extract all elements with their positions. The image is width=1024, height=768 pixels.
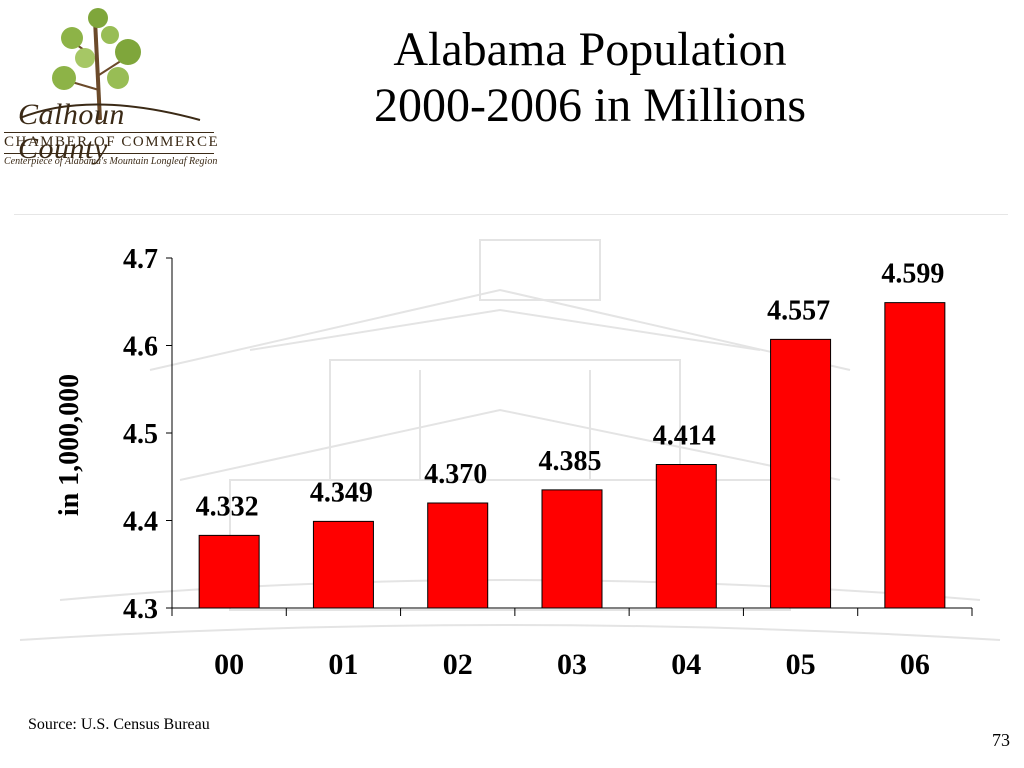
logo-org: CHAMBER OF COMMERCE <box>4 134 220 150</box>
bar-06 <box>884 302 946 609</box>
bar-01 <box>312 520 374 609</box>
data-label-00: 4.332 <box>196 491 259 522</box>
y-tick-label: 4.5 <box>123 419 158 450</box>
x-tick-label: 00 <box>214 648 244 681</box>
x-tick-label: 05 <box>786 648 816 681</box>
logo-rule-top <box>4 132 214 133</box>
title-line-1: Alabama Population <box>393 23 787 76</box>
data-label-06: 4.599 <box>881 259 944 290</box>
logo-tagline: Centerpiece of Alabama's Mountain Longle… <box>4 156 218 167</box>
bar-00 <box>198 534 260 609</box>
page-number: 73 <box>992 730 1010 750</box>
data-label-05: 4.557 <box>767 295 830 326</box>
title-line-2: 2000-2006 in Millions <box>373 79 807 132</box>
bar-05 <box>770 338 832 609</box>
chamber-logo: Calhoun County CHAMBER OF COMMERCE Cente… <box>0 0 220 190</box>
data-label-02: 4.370 <box>424 459 487 490</box>
data-label-03: 4.385 <box>539 446 602 477</box>
x-tick-label: 03 <box>557 648 587 681</box>
y-tick-label: 4.4 <box>123 507 158 538</box>
header-divider <box>14 214 1008 215</box>
logo-name: Calhoun County <box>18 98 125 165</box>
x-tick-label: 04 <box>671 648 701 681</box>
data-label-04: 4.414 <box>653 421 716 452</box>
y-tick-label: 4.7 <box>123 244 158 275</box>
y-tick-label: 4.6 <box>123 332 158 363</box>
y-axis-label: in 1,000,000 <box>54 373 85 517</box>
chart-bars <box>198 302 946 609</box>
chart-labels: 4.332 00 4.349 01 4.370 02 4.385 03 4.414 04 4.557… <box>196 259 945 681</box>
bar-03 <box>541 489 603 609</box>
data-label-01: 4.349 <box>310 477 373 508</box>
x-tick-label: 01 <box>328 648 358 681</box>
population-bar-chart: 4.34.44.54.64.7 4.332004.349014.370024.3… <box>123 244 973 681</box>
bar-02 <box>427 502 489 609</box>
pine-tree-icon <box>19 8 201 121</box>
chart-axes: 4.3 4.4 4.5 4.6 4.7 <box>123 244 973 625</box>
bar-04 <box>655 464 717 609</box>
y-tick-label: 4.3 <box>123 594 158 625</box>
logo-rule-bottom <box>4 153 214 154</box>
slide-title: Alabama Population 2000-2006 in Millions <box>230 22 950 134</box>
source-note: Source: U.S. Census Bureau <box>28 716 210 733</box>
x-tick-label: 06 <box>900 648 930 681</box>
x-tick-label: 02 <box>443 648 473 681</box>
